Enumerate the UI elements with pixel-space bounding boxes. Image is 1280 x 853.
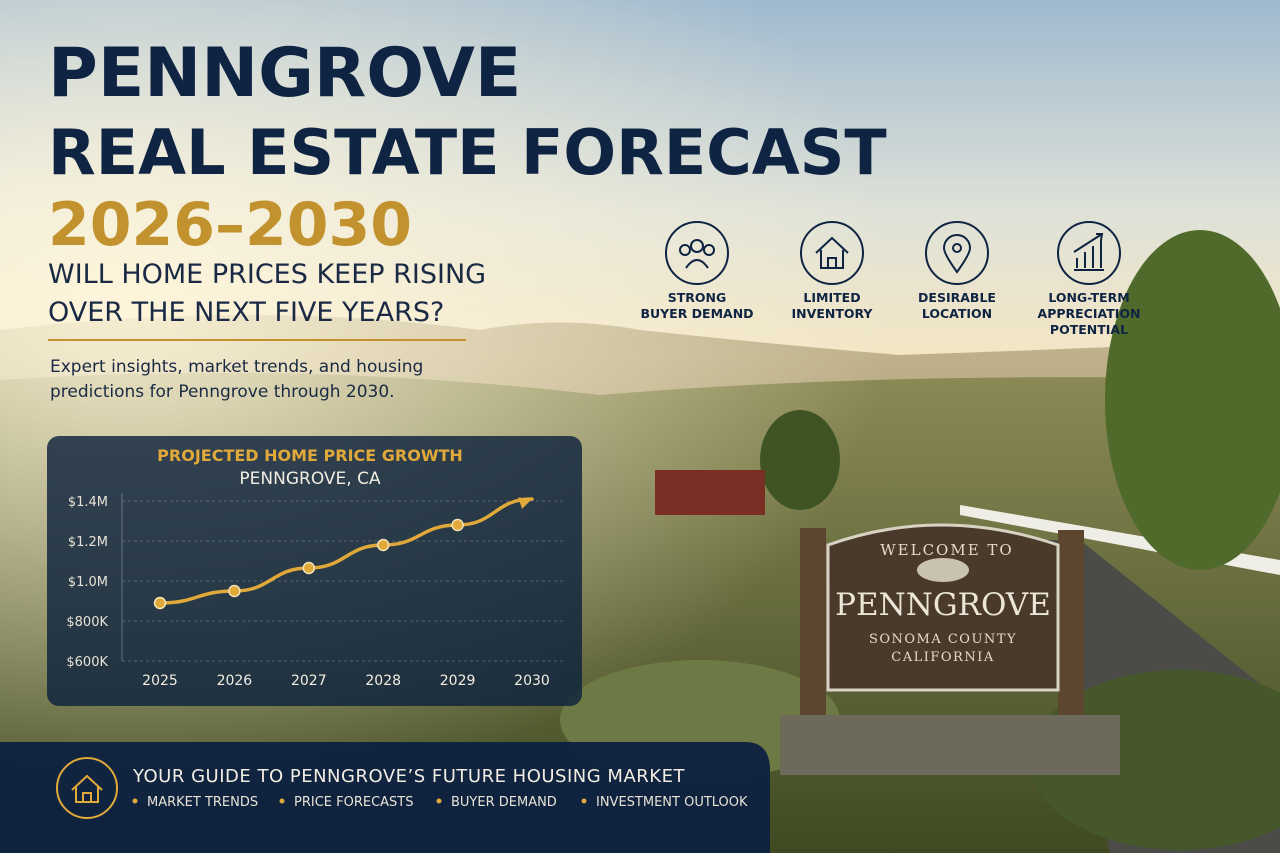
chart-panel [47,436,582,706]
feature-label: POTENTIAL [1050,322,1128,337]
footer-bullet: BUYER DEMAND [451,795,557,810]
title: REAL ESTATE FORECAST [48,116,887,189]
subtitle: Expert insights, market trends, and hous… [50,357,423,377]
question: OVER THE NEXT FIVE YEARS? [48,297,444,328]
chart-title: PROJECTED HOME PRICE GROWTH [157,446,463,465]
data-point [228,584,241,598]
footer-bullets: MARKET TRENDS PRICE FORECASTS BUYER DEMAND… [132,795,748,810]
chart-subtitle: PENNGROVE, CA [239,469,381,489]
subtitle: predictions for Penngrove through 2030. [50,382,395,402]
y-tick-label: $1.0M [68,575,108,590]
tree [760,410,840,510]
feature-label: BUYER DEMAND [640,306,753,321]
chart: $600K $800K $1.0M $1.2M $1.4M 2025 2026 2027 202… [66,493,565,689]
footer-icon [71,774,103,803]
feature-label: INVENTORY [792,306,874,321]
title: PENNGROVE [48,34,521,113]
footer-bullet: MARKET TRENDS [147,795,258,810]
icon-shape [815,236,849,269]
icon-shape [690,239,704,253]
y-tick-label: $600K [66,655,108,670]
price-line [158,497,534,605]
sign-board [826,523,1060,692]
sign-text: PENNGROVE [835,587,1051,623]
stone-base [780,715,1120,775]
x-tick-label: 2025 [142,673,178,689]
sign-post [1058,530,1084,730]
years: 2026–2030 [48,190,412,260]
bullet-dot [581,798,587,804]
icon-shape [925,221,989,285]
arrow-head [518,497,532,509]
feature-label: APPRECIATION [1038,306,1141,321]
feature-label: STRONG [668,290,727,305]
icon-shape [679,244,691,256]
data-point [153,596,167,610]
x-tick-label: 2027 [291,673,327,689]
data-point [376,538,390,552]
feature-label: DESIRABLE [918,290,996,305]
feature-label: LOCATION [922,306,992,321]
icon-shape [952,243,962,253]
icon-shape [800,221,864,285]
barn [655,470,765,515]
y-tick-label: $800K [66,615,108,630]
sign-text: SONOMA COUNTY [869,632,1017,647]
feature-label: LONG-TERM [1048,290,1129,305]
question: WILL HOME PRICES KEEP RISING [48,259,486,290]
icon-shape [685,259,709,269]
x-tick-label: 2029 [440,673,476,689]
feature-icons [665,221,1121,285]
data-point [302,561,316,575]
tree [1105,230,1280,570]
footer-bullet: INVESTMENT OUTLOOK [596,795,748,810]
sign-text: WELCOME TO [880,541,1013,559]
x-tick-label: 2028 [365,673,401,689]
sign-post [800,528,826,718]
icon-shape [703,244,715,256]
icon-shape [665,221,729,285]
icon-shape [1073,233,1104,271]
sign-tree-icon [917,558,969,582]
sign-text: CALIFORNIA [891,650,994,665]
bullet-dot [132,798,138,804]
icon-shape [1057,221,1121,285]
footer-icon [56,757,118,819]
bullet-dot [279,798,285,804]
y-tick-label: $1.4M [68,495,108,510]
footer-band [0,742,770,853]
y-tick-label: $1.2M [68,535,108,550]
footer-title: YOUR GUIDE TO PENNGROVE’S FUTURE HOUSING… [132,766,685,787]
x-tick-label: 2030 [514,673,550,689]
x-tick-label: 2026 [217,673,253,689]
feature-label: LIMITED [803,290,860,305]
icon-shape [942,234,972,274]
bullet-dot [436,798,442,804]
footer-bullet: PRICE FORECASTS [294,795,414,810]
data-point [451,518,464,532]
